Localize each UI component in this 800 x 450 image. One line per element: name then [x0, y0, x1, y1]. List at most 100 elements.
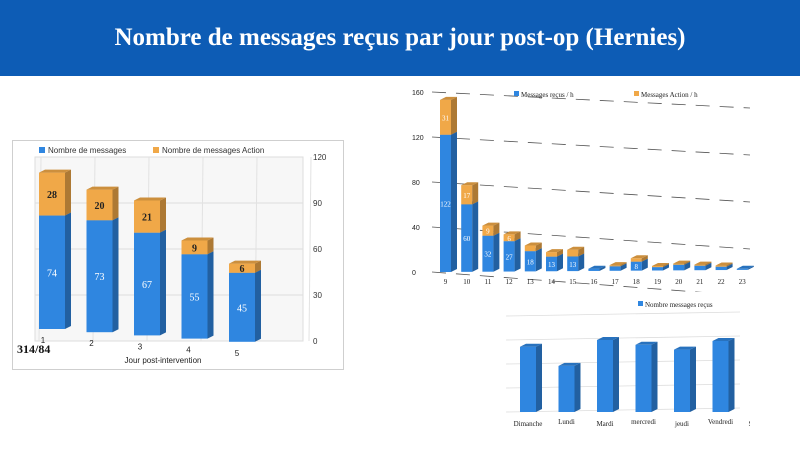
bar-messages-h — [652, 267, 663, 271]
data-label: 67 — [142, 280, 152, 291]
x-tick-label: Mardi — [596, 420, 613, 428]
bar-messages-h-top — [736, 265, 754, 269]
legend-swatch — [634, 91, 639, 96]
x-tick-label: 10 — [463, 278, 471, 286]
x-tick-label: 20 — [675, 278, 683, 286]
bar-messages-action-h — [609, 265, 621, 267]
x-tick-label: 18 — [633, 278, 641, 286]
legend-label: Messages Action / h — [641, 91, 698, 99]
bar-messages-action-h-top — [715, 262, 733, 266]
legend-swatch — [514, 91, 519, 96]
y-tick-label: 80 — [412, 180, 420, 187]
x-tick-label: 22 — [718, 278, 726, 286]
bar-messages-h — [524, 251, 536, 272]
gridline — [431, 136, 751, 156]
bar-messages-action-side — [207, 237, 214, 255]
bar-messages-h-side — [705, 262, 712, 271]
bar-messages-side — [255, 269, 261, 342]
bar-messages-h — [503, 241, 515, 272]
bar-messages-action-h-top — [673, 260, 691, 264]
gridline — [505, 335, 741, 341]
data-label: 8 — [635, 263, 639, 271]
x-tick-label: 2 — [89, 339, 94, 348]
bar-messages-action-h — [715, 265, 727, 267]
x-tick-label: 5 — [235, 349, 240, 358]
bar-messages-action-h — [524, 245, 536, 252]
bar-messages-action-h-side — [684, 260, 691, 265]
bar-messages-h-side — [578, 253, 585, 272]
bar-messages-action-top — [86, 186, 119, 190]
x-tick-label: jeudi — [674, 420, 689, 428]
bar-messages-action-top — [181, 237, 214, 241]
bar-messages-action — [86, 189, 113, 221]
bar-messages-h-side — [620, 263, 627, 271]
bar-weekday-top — [597, 337, 619, 340]
bar-messages-action-side — [255, 260, 261, 273]
bar-messages-h — [673, 264, 685, 271]
x-tick-label: 13 — [527, 278, 535, 286]
bar-weekday-side — [536, 343, 542, 412]
x-tick-label: 3 — [138, 342, 143, 351]
data-label: 6 — [507, 235, 511, 243]
bar-messages-h — [567, 256, 579, 272]
bar-weekday — [635, 344, 652, 412]
y-tick-label: 30 — [313, 291, 322, 300]
bar-messages-action-h-side — [493, 222, 500, 236]
y-tick-label: 0 — [313, 337, 318, 346]
bar-messages-h-top — [588, 265, 606, 269]
bar-weekday-side — [690, 346, 696, 412]
bar-messages-h-side — [493, 232, 500, 272]
bar-messages — [134, 232, 160, 336]
chart-post-op-day: 0 30 60 90 120 Nombre de messages Nombre de me… — [12, 140, 344, 370]
bar-messages-action-h-side — [472, 182, 479, 205]
bar-messages-action-side — [65, 169, 71, 216]
data-label: 20 — [95, 201, 105, 212]
bar-messages-h — [609, 266, 621, 271]
bar-messages-action-h-side — [705, 261, 712, 266]
bar-messages-action-h-side — [535, 242, 542, 252]
x-tick-label: 1 — [41, 336, 46, 345]
bar-messages-action-h-side — [663, 263, 669, 268]
bar-messages-action-h-side — [451, 96, 457, 135]
bar-messages-action-h-top — [609, 262, 627, 266]
data-label: 18 — [527, 258, 535, 266]
x-tick-label: 4 — [186, 346, 191, 355]
bar-weekday — [597, 340, 613, 412]
bar-messages-action-h-top — [461, 182, 479, 186]
bar-messages-action-h — [694, 264, 706, 266]
bar-weekday — [558, 365, 575, 412]
x-tick-label: 12 — [506, 278, 513, 286]
bar-messages-action-h-top — [630, 255, 648, 259]
bar-messages-action-side — [160, 197, 166, 233]
bar-messages-action-h-side — [578, 246, 585, 257]
legend-label: Nombre de messages — [48, 146, 126, 155]
page-title: Nombre de messages reçus par jour post-o… — [0, 0, 800, 76]
bar-messages — [86, 220, 113, 333]
bar-messages-h-side — [599, 265, 606, 271]
bar-messages-action-h — [461, 185, 473, 205]
legend-swatch — [638, 301, 643, 306]
bar-messages-action-h-side — [726, 262, 733, 267]
data-label: 6 — [240, 264, 245, 275]
x-tick-label: 15 — [569, 278, 577, 286]
bar-messages-action-h-side — [514, 231, 521, 242]
bar-messages-action — [39, 172, 65, 216]
bar-messages-action-h — [567, 249, 579, 257]
data-label: 31 — [442, 114, 450, 122]
data-label: 13 — [548, 261, 556, 269]
legend-label: Nombre messages reçus — [645, 301, 713, 309]
gridline — [431, 226, 751, 250]
data-label: 45 — [237, 303, 247, 314]
bar-messages — [229, 272, 255, 342]
data-label: 74 — [47, 268, 57, 279]
bar-messages-h-side — [641, 258, 648, 271]
x-tick-label: Vendredi — [708, 418, 733, 426]
data-label: 9 — [192, 243, 197, 254]
bar-messages-h-side — [684, 261, 691, 271]
data-label: 55 — [190, 292, 200, 303]
data-label: 21 — [142, 213, 152, 224]
bar-messages-action-top — [229, 260, 261, 264]
bar-messages-h — [736, 268, 748, 270]
x-tick-label: mercredi — [631, 418, 656, 426]
x-tick-label: 17 — [612, 278, 620, 286]
